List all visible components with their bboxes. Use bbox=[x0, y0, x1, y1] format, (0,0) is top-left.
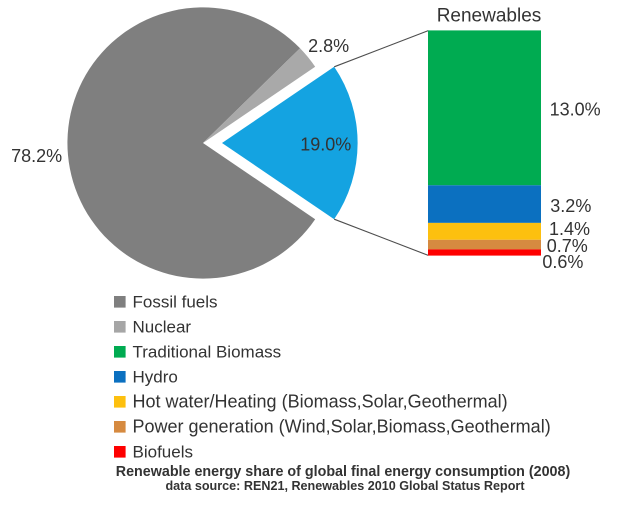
svg-text:Renewable energy share of glob: Renewable energy share of global final e… bbox=[116, 464, 571, 480]
svg-text:13.0%: 13.0% bbox=[550, 100, 601, 120]
svg-text:Biofuels: Biofuels bbox=[133, 443, 193, 462]
svg-text:Traditional Biomass: Traditional Biomass bbox=[133, 343, 282, 362]
svg-text:3.2%: 3.2% bbox=[550, 196, 591, 216]
svg-text:78.2%: 78.2% bbox=[11, 146, 62, 166]
svg-text:Fossil fuels: Fossil fuels bbox=[133, 293, 218, 312]
svg-text:Renewables: Renewables bbox=[437, 6, 542, 27]
svg-text:2.8%: 2.8% bbox=[308, 36, 349, 56]
svg-text:19.0%: 19.0% bbox=[300, 135, 351, 155]
svg-text:data source: REN21, Renewables: data source: REN21, Renewables 2010 Glob… bbox=[165, 479, 525, 493]
svg-text:Hydro: Hydro bbox=[133, 368, 178, 387]
svg-text:Nuclear: Nuclear bbox=[133, 318, 192, 337]
svg-text:Hot water/Heating (Biomass,Sol: Hot water/Heating (Biomass,Solar,Geother… bbox=[133, 392, 508, 412]
svg-text:0.7%: 0.7% bbox=[547, 236, 588, 256]
svg-text:0.6%: 0.6% bbox=[542, 252, 583, 272]
svg-text:1.4%: 1.4% bbox=[549, 219, 590, 239]
svg-text:Power generation (Wind,Solar,B: Power generation (Wind,Solar,Biomass,Geo… bbox=[133, 417, 551, 437]
